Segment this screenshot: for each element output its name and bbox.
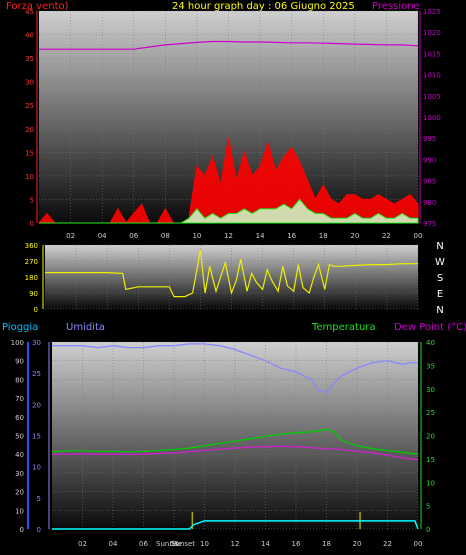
y-tick-label: 25 [25,102,34,110]
x-tick-label: 06 [139,540,148,548]
x-tick-label: 22 [383,540,392,548]
y-tick-label: 90 [29,290,38,298]
y-mid-tick-label: 30 [32,339,41,347]
x-tick-label: 12 [224,232,233,240]
y-tick-label: 20 [25,126,34,134]
x-tick-label: 22 [382,232,391,240]
y-tick-label: 40 [15,451,24,459]
y-tick-label: 5 [30,196,34,204]
y2-tick-label: 980 [423,199,436,207]
y-tick-label: 80 [15,376,24,384]
x-tick-label: 10 [192,232,201,240]
y2-tick-label: 975 [423,220,436,228]
sunrise-label: Sunrise [156,540,182,548]
x-tick-label: 16 [287,232,296,240]
y-mid-tick-label: 15 [32,433,41,441]
y2-tick-label: 0 [426,526,430,534]
y-tick-label: 100 [11,339,24,347]
y2-tick-label: 15 [426,456,435,464]
y-mid-tick-label: 10 [32,464,41,472]
y-tick-label: 30 [25,79,34,87]
x-tick-label: 10 [200,540,209,548]
sunset-label: Sunset [171,540,195,548]
y2-tick-label: 20 [426,433,435,441]
x-tick-label: 18 [322,540,331,548]
direction-letter: N [436,305,443,316]
y-tick-label: 0 [34,306,38,314]
humidity-series [52,343,418,394]
y2-tick-label: 1010 [423,72,441,80]
y-tick-label: 180 [25,274,38,282]
x-tick-label: 20 [350,232,359,240]
y-tick-label: 0 [20,526,24,534]
y-tick-label: 30 [15,470,24,478]
humidity-axis-title: Umidita [66,322,105,333]
y-tick-label: 360 [25,242,38,250]
y-tick-label: 40 [25,32,34,40]
x-tick-label: 08 [170,540,179,548]
x-tick-label: 18 [319,232,328,240]
y-tick-label: 70 [15,395,24,403]
y2-tick-label: 1015 [423,50,441,58]
rain-axis-title: Pioggia [2,322,38,333]
y2-tick-label: 5 [426,503,430,511]
x-tick-label: 16 [292,540,301,548]
x-tick-label: 04 [98,232,107,240]
y-tick-label: 50 [15,433,24,441]
y-tick-label: 35 [25,55,34,63]
wind-axis-title: Forza vento) [6,1,69,12]
y2-tick-label: 990 [423,156,436,164]
y-mid-tick-label: 20 [32,401,41,409]
y2-tick-label: 25 [426,409,435,417]
temperature-axis-title: Temperatura [311,322,376,333]
x-tick-label: 14 [261,540,270,548]
x-tick-label: 02 [66,232,75,240]
y-mid-tick-label: 0 [37,526,41,534]
y-tick-label: 60 [15,414,24,422]
direction-letter: E [437,289,443,300]
y-tick-label: 0 [30,220,34,228]
x-tick-label: 00 [414,232,423,240]
y2-tick-label: 1005 [423,93,441,101]
pressure-axis-title: Pressione [372,1,420,12]
y2-tick-label: 985 [423,178,436,186]
temperature-series [51,428,419,455]
x-tick-label: 08 [161,232,170,240]
y2-tick-label: 30 [426,386,435,394]
y-tick-label: 90 [15,358,24,366]
pressure-series [39,40,419,50]
y2-tick-label: 1025 [423,8,441,16]
direction-series [45,250,418,298]
y2-tick-label: 1020 [423,29,441,37]
y-tick-label: 15 [25,149,34,157]
x-tick-label: 00 [414,540,423,548]
dewpoint-series [52,445,419,461]
y2-tick-label: 10 [426,479,435,487]
y-tick-label: 10 [25,173,34,181]
chart-title: 24 hour graph day : 06 Giugno 2025 [172,1,355,12]
dewpoint-axis-title: Dew Point (°C) [394,322,466,333]
x-tick-label: 14 [256,232,265,240]
y-tick-label: 10 [15,507,24,515]
direction-letter: S [437,273,443,284]
y-mid-tick-label: 5 [37,495,41,503]
y-tick-label: 270 [25,258,38,266]
y2-tick-label: 995 [423,135,436,143]
x-tick-label: 04 [109,540,118,548]
direction-letter: W [435,257,445,268]
direction-letter: N [436,241,443,252]
y2-tick-label: 35 [426,362,435,370]
x-tick-label: 12 [231,540,240,548]
y-tick-label: 20 [15,489,24,497]
x-tick-label: 06 [129,232,138,240]
x-tick-label: 20 [353,540,362,548]
rain-series [52,520,419,530]
x-tick-label: 02 [78,540,87,548]
y2-tick-label: 1000 [423,114,441,122]
gust-series [39,198,419,224]
y-mid-tick-label: 25 [32,370,41,378]
y-tick-label: 45 [25,8,34,16]
y2-tick-label: 40 [426,339,435,347]
